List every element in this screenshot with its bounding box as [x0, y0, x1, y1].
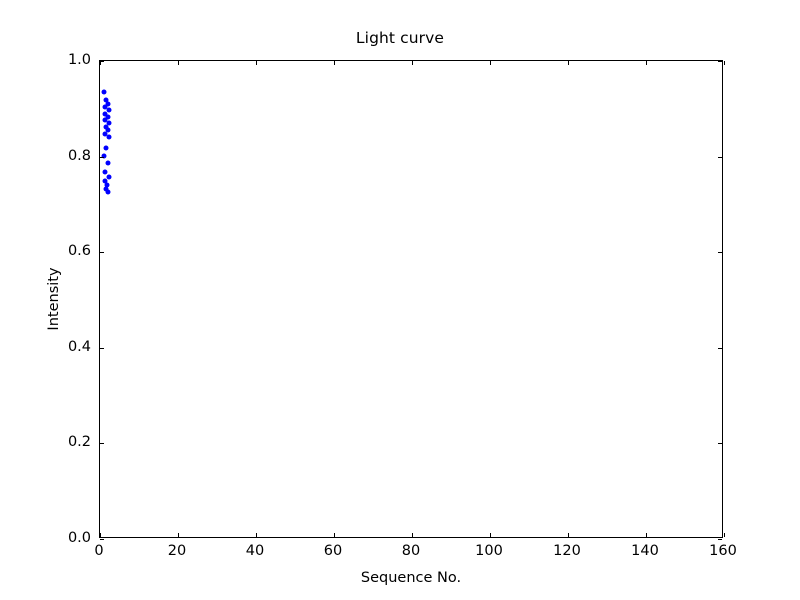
x-axis-tick: [100, 533, 101, 537]
y-axis-tick: [718, 61, 722, 62]
data-point: [103, 145, 109, 151]
data-point: [106, 107, 112, 113]
x-axis-label: Sequence No.: [360, 570, 462, 586]
y-tick-label: 0.4: [67, 338, 91, 355]
y-axis-tick: [718, 539, 722, 540]
x-tick-label: 20: [167, 543, 187, 559]
x-axis-tick: [412, 61, 413, 65]
x-axis-tick: [178, 61, 179, 65]
x-tick-label: 0: [94, 543, 104, 559]
data-point: [106, 174, 112, 180]
chart-title: Light curve: [355, 29, 445, 47]
y-axis-tick: [100, 539, 104, 540]
x-axis-tick: [646, 61, 647, 65]
y-axis-tick: [100, 347, 104, 349]
x-tick-label: 40: [245, 543, 265, 559]
x-tick-label: 80: [401, 543, 421, 559]
data-point: [106, 134, 112, 140]
data-point: [106, 120, 112, 126]
data-point: [102, 117, 108, 123]
data-point: [101, 153, 107, 159]
data-point: [104, 182, 110, 188]
data-point: [101, 89, 107, 95]
x-axis-tick: [724, 61, 725, 65]
x-axis-tick: [178, 533, 179, 537]
y-axis-tick: [100, 252, 104, 254]
data-point: [105, 189, 111, 195]
data-point: [105, 127, 111, 133]
y-axis-tick: [718, 252, 722, 254]
y-axis-tick: [718, 347, 722, 349]
y-tick-label: 0.8: [67, 147, 91, 164]
data-point: [102, 131, 108, 137]
data-point: [103, 124, 109, 130]
data-point: [102, 169, 108, 175]
data-point: [105, 101, 111, 107]
x-axis-tick: [412, 533, 413, 537]
data-point: [102, 104, 108, 110]
x-axis-tick: [100, 61, 101, 65]
x-axis-tick: [334, 533, 335, 537]
scatter-series: [100, 61, 722, 537]
y-tick-label: 0.6: [67, 243, 91, 260]
x-tick-label: 140: [631, 543, 659, 559]
x-axis-tick: [490, 61, 491, 65]
data-point: [103, 97, 109, 103]
y-axis-tick: [718, 443, 722, 445]
data-point: [105, 114, 111, 120]
y-axis-tick: [100, 156, 104, 158]
y-tick-label: 0.2: [67, 434, 91, 451]
x-axis-tick: [646, 533, 647, 537]
plot-area: [99, 60, 725, 540]
x-axis-tick: [724, 533, 725, 537]
y-tick-label: 0.0: [67, 530, 91, 546]
x-tick-label: 100: [475, 543, 503, 559]
x-axis-tick: [568, 533, 569, 537]
x-tick-label: 60: [323, 543, 343, 559]
y-axis-tick: [100, 61, 104, 62]
x-axis-tick: [256, 533, 257, 537]
y-axis-label: Intensity: [46, 267, 62, 331]
x-axis-tick: [256, 61, 257, 65]
x-axis-tick: [568, 61, 569, 65]
x-axis-tick: [490, 533, 491, 537]
x-axis-tick: [334, 61, 335, 65]
x-tick-label: 160: [709, 543, 737, 559]
data-point: [102, 178, 108, 184]
data-point: [102, 111, 108, 117]
y-axis-tick: [100, 443, 104, 445]
data-point: [105, 160, 111, 166]
data-point: [103, 186, 109, 192]
x-tick-label: 120: [553, 543, 581, 559]
y-tick-label: 1.0: [67, 52, 91, 68]
y-axis-tick: [718, 156, 722, 158]
